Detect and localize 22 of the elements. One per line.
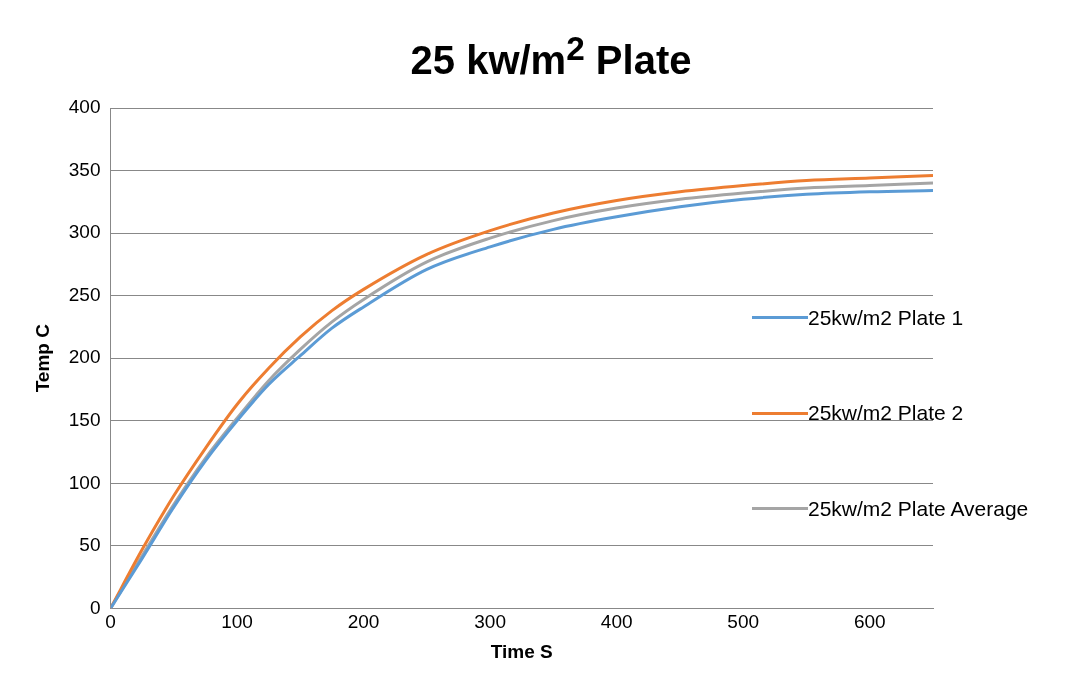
chart-title: 25 kw/m$^{2}$ Plate xyxy=(409,30,693,84)
y-tick-label: 300 xyxy=(68,221,101,243)
y-tick-label: 100 xyxy=(68,471,101,493)
y-axis-title: Temp C xyxy=(31,323,53,393)
x-axis-title: Time S xyxy=(490,640,553,662)
y-tick-label: 0 xyxy=(89,596,101,618)
x-tick-label: 600 xyxy=(853,611,886,633)
y-tick-label: 250 xyxy=(68,283,101,305)
y-tick-label: 50 xyxy=(79,534,101,556)
x-tick-label: 200 xyxy=(347,611,380,633)
x-tick-label: 300 xyxy=(474,611,506,633)
x-tick-label: 400 xyxy=(600,611,633,633)
x-tick-label: 100 xyxy=(221,611,253,633)
legend-label: 25kw/m2 Plate 2 xyxy=(808,401,964,426)
y-tick-label: 350 xyxy=(68,158,101,180)
legend-label: 25kw/m2 Plate 1 xyxy=(808,305,964,330)
y-tick-label: 150 xyxy=(68,408,101,430)
y-tick-label: 400 xyxy=(68,96,101,118)
legend-label: 25kw/m2 Plate Average xyxy=(808,496,1029,521)
y-tick-label: 200 xyxy=(68,346,101,368)
x-tick-label: 500 xyxy=(727,611,760,633)
x-tick-label: 0 xyxy=(105,611,116,633)
